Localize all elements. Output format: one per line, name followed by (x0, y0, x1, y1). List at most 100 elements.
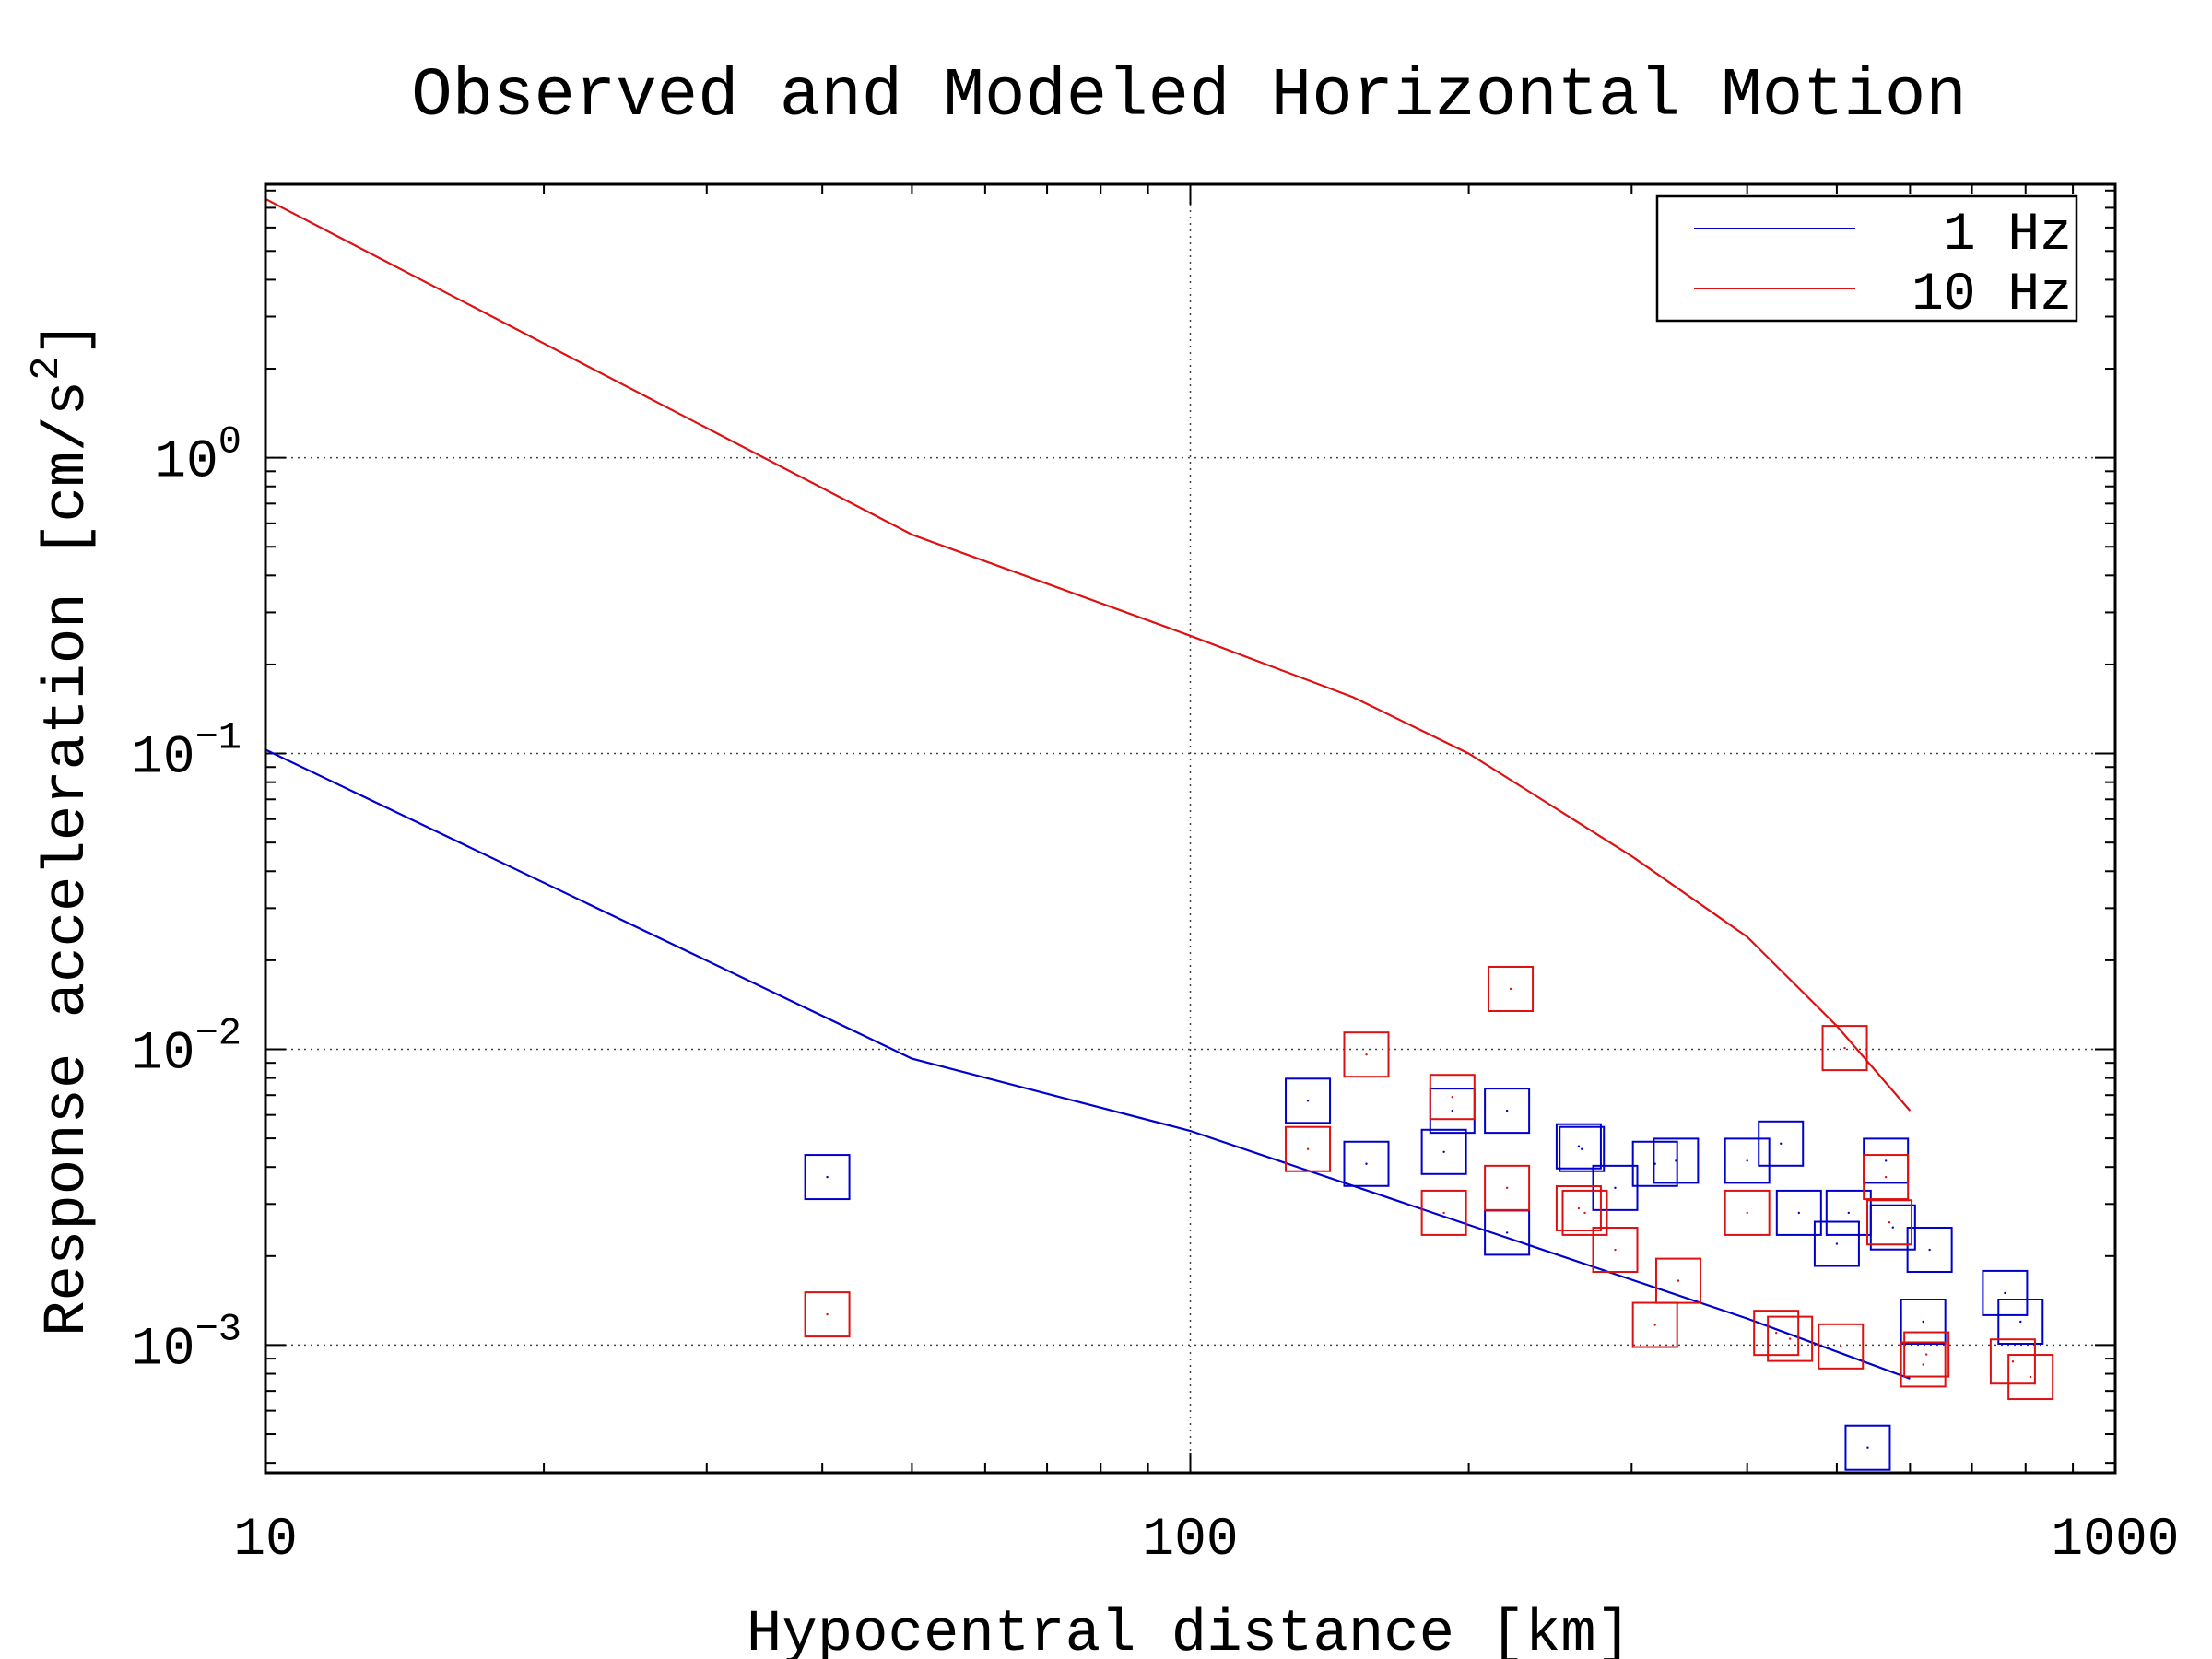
observed-point-1hz (1758, 1120, 1805, 1167)
y-tick-label: 10−3 (131, 1307, 241, 1380)
observed-markers (804, 965, 2054, 1471)
observed-point-1hz (1484, 1088, 1531, 1135)
observed-point-10hz (1561, 1189, 1608, 1236)
observed-point-1hz (1592, 1164, 1639, 1211)
observed-point-center-1hz (1581, 1147, 1583, 1150)
observed-point-1hz (1559, 1125, 1606, 1172)
observed-point-10hz (1989, 1338, 2036, 1385)
observed-point-center-1hz (1577, 1145, 1581, 1147)
observed-point-10hz (1753, 1310, 1800, 1357)
y-tick-label: 100 (154, 420, 241, 493)
observed-point-10hz (804, 1291, 851, 1338)
observed-point-center-10hz (1505, 1186, 1509, 1190)
observed-point-10hz (1488, 965, 1535, 1012)
observed-point-center-10hz (1924, 1353, 1928, 1356)
observed-point-center-10hz (1888, 1221, 1891, 1224)
observed-point-10hz (1420, 1189, 1467, 1236)
observed-point-center-10hz (1577, 1206, 1581, 1210)
model-line-10hz (265, 197, 1912, 1112)
x-tick-labels: 10 100 1000 (233, 1511, 2179, 1571)
observed-point-10hz (1818, 1323, 1865, 1370)
observed-point-10hz (1429, 1074, 1476, 1121)
observed-point-center-1hz (1614, 1186, 1617, 1190)
observed-point-10hz (1866, 1199, 1913, 1246)
observed-point-1hz (1555, 1123, 1602, 1170)
observed-point-center-10hz (1653, 1324, 1656, 1326)
observed-point-1hz (1906, 1227, 1953, 1274)
observed-point-10hz (1903, 1331, 1950, 1378)
observed-point-1hz (1997, 1299, 2044, 1346)
y-tick-label-exponent: −2 (195, 1011, 241, 1055)
y-tick-label-base: 10 (154, 433, 218, 493)
observed-point-center-10hz (1840, 1345, 1842, 1348)
x-axis-label: Hypocentral distance [km] (747, 1602, 1631, 1659)
observed-point-1hz (804, 1154, 851, 1201)
plot-frame (264, 182, 2117, 1475)
y-tick-label: 10−1 (131, 716, 241, 789)
observed-point-center-1hz (1780, 1142, 1783, 1145)
observed-point-center-10hz (1788, 1337, 1792, 1340)
observed-point-1hz (1724, 1137, 1771, 1184)
observed-point-1hz (1775, 1189, 1822, 1236)
observed-point-10hz (1767, 1315, 1814, 1362)
observed-point-10hz (1724, 1189, 1771, 1236)
observed-point-center-10hz (1746, 1211, 1748, 1215)
y-axis-label-exponent: 2 (24, 357, 70, 381)
legend-box (1655, 194, 2078, 323)
observed-point-center-10hz (2029, 1375, 2032, 1379)
observed-point-center-1hz (1866, 1446, 1869, 1449)
legend-label-10hz: 10 Hz (1912, 265, 2072, 325)
x-tick-label: 10 (233, 1511, 298, 1571)
observed-point-center-1hz (826, 1175, 829, 1179)
observed-point-10hz (1592, 1227, 1639, 1274)
observed-point-10hz (2007, 1354, 2054, 1401)
observed-point-10hz (1900, 1341, 1947, 1388)
x-tick-label: 100 (1142, 1511, 1238, 1571)
y-tick-label-base: 10 (131, 729, 195, 789)
plot-area (265, 184, 2115, 1473)
observed-point-1hz (1420, 1128, 1467, 1175)
observed-point-center-1hz (1505, 1109, 1509, 1112)
observed-point-center-1hz (1365, 1162, 1368, 1165)
observed-point-10hz (1821, 1025, 1868, 1072)
y-tick-label-exponent: −3 (195, 1307, 241, 1351)
y-tick-label-base: 10 (131, 1320, 195, 1380)
observed-point-center-10hz (1843, 1046, 1846, 1050)
observed-point-center-1hz (1306, 1100, 1310, 1102)
observed-point-10hz (1555, 1185, 1602, 1232)
observed-point-10hz (1343, 1031, 1390, 1078)
y-axis-label-text: Response acceleration [cm/s (35, 381, 101, 1336)
observed-point-center-10hz (1509, 987, 1512, 991)
observed-point-center-10hz (2011, 1360, 2015, 1363)
observed-point-center-1hz (2004, 1291, 2006, 1295)
observed-point-1hz (1844, 1424, 1891, 1471)
observed-point-center-1hz (1675, 1159, 1677, 1162)
observed-point-10hz (1631, 1301, 1678, 1348)
observed-point-10hz (1654, 1257, 1701, 1304)
observed-point-1hz (1285, 1077, 1332, 1124)
observed-point-center-10hz (1884, 1175, 1888, 1179)
observed-point-1hz (1653, 1137, 1700, 1184)
observed-point-center-10hz (1451, 1096, 1453, 1099)
y-tick-label-base: 10 (131, 1024, 195, 1084)
observed-point-center-1hz (1505, 1231, 1509, 1234)
observed-point-10hz (1863, 1154, 1910, 1201)
observed-point-center-1hz (1922, 1320, 1924, 1324)
y-tick-label: 10−2 (131, 1011, 241, 1084)
model-line-1hz (265, 748, 1911, 1380)
gridlines (265, 184, 2115, 1473)
y-axis-label-close: ] (35, 321, 101, 356)
observed-point-center-1hz (1884, 1159, 1888, 1162)
observed-point-center-1hz (1928, 1248, 1931, 1252)
observed-point-center-10hz (1583, 1211, 1586, 1215)
observed-point-center-1hz (1442, 1150, 1445, 1153)
observed-point-center-10hz (1922, 1363, 1924, 1366)
observed-point-center-1hz (1797, 1211, 1801, 1215)
observed-point-center-1hz (1835, 1242, 1839, 1245)
chart-title: Observed and Modeled Horizontal Motion (411, 58, 1966, 135)
legend-label-1hz: 1 Hz (1944, 206, 2072, 265)
observed-point-center-1hz (1891, 1226, 1895, 1229)
observed-point-center-10hz (1442, 1211, 1445, 1215)
y-tick-label-exponent: −1 (195, 716, 241, 760)
